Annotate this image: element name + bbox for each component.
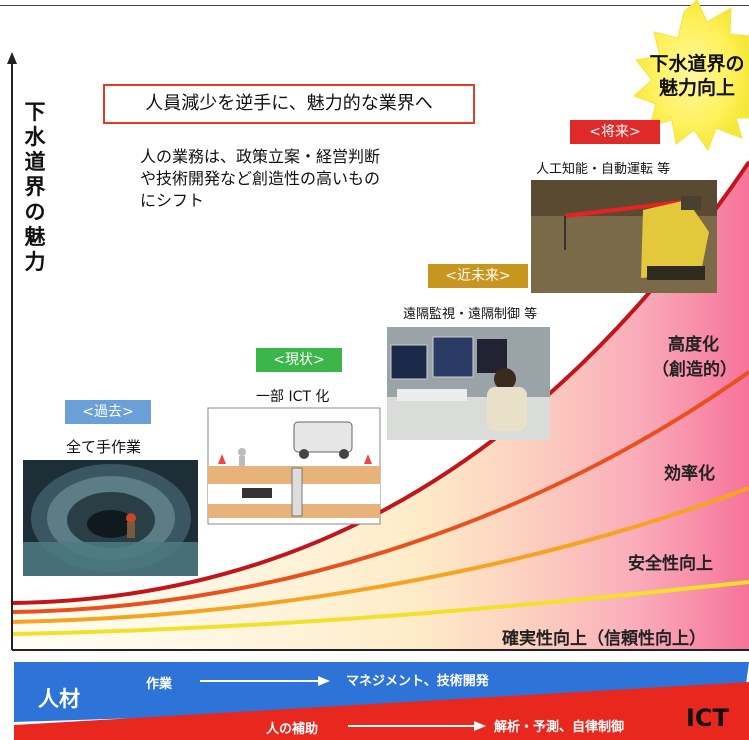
description-line: や技術開発など創造性の高いもの (140, 169, 381, 188)
stage-badge-near-future: <近未来> (428, 264, 528, 288)
human-arrowhead (318, 676, 330, 686)
level-label-efficiency: 効率化 (664, 464, 715, 484)
level-label-safety: 安全性向上 (628, 554, 713, 574)
level-label-creative: （創造的） (652, 360, 737, 380)
near-future-photo (387, 327, 550, 440)
starburst-shape (633, 0, 749, 152)
level-label-reliability: 確実性向上（信頼性向上） (502, 629, 706, 649)
curve-reliability (11, 580, 749, 636)
future-attraction-line: 下水道界の (649, 53, 745, 75)
curve-advanced (11, 160, 749, 605)
stage-badge-past: <過去> (65, 400, 151, 424)
description-line: にシフト (140, 191, 205, 210)
human-band-label: 人材 (38, 687, 80, 711)
stage-caption-present: 一部 ICT 化 (256, 389, 330, 405)
top-rule (0, 5, 749, 6)
growth-area (12, 160, 749, 650)
future-attraction-label: 下水道界の 魅力向上 (645, 52, 749, 100)
future-attraction-line: 魅力向上 (658, 77, 735, 99)
curve-safety (11, 486, 749, 624)
future-photo (531, 180, 717, 293)
present-photo (207, 407, 381, 525)
y-axis-arrowhead (7, 52, 17, 64)
level-label-advanced: 高度化 (668, 335, 719, 355)
ict-band-label: ICT (686, 704, 729, 732)
stage-caption-past: 全て手作業 (66, 438, 142, 456)
ict-arrowhead (474, 721, 486, 731)
past-photo (23, 460, 198, 576)
description: 人の業務は、政策立案・経営判断 や技術開発など創造性の高いもの にシフト (140, 146, 440, 212)
stage-caption-future: 人工知能・自動運転 等 (536, 162, 671, 177)
headline-box: 人員減少を逆手に、魅力的な業界へ (103, 84, 475, 124)
curve-efficiency (11, 370, 749, 614)
ict-band-shape (14, 682, 749, 740)
stage-caption-near-future: 遠隔監視・遠隔制御 等 (403, 307, 538, 322)
ict-band-from: 人の補助 (266, 722, 319, 737)
human-band-to: マネジメント、技術開発 (346, 674, 489, 689)
y-axis-label: 下水道界の魅力 (24, 100, 46, 274)
human-band-shape (14, 662, 749, 722)
stage-badge-future: <将来> (570, 120, 660, 144)
human-band-from: 作業 (146, 677, 173, 692)
description-line: 人の業務は、政策立案・経営判断 (140, 147, 381, 166)
ict-band-to: 解析・予測、自律制御 (494, 720, 625, 735)
stage-badge-present: <現状> (256, 348, 342, 372)
